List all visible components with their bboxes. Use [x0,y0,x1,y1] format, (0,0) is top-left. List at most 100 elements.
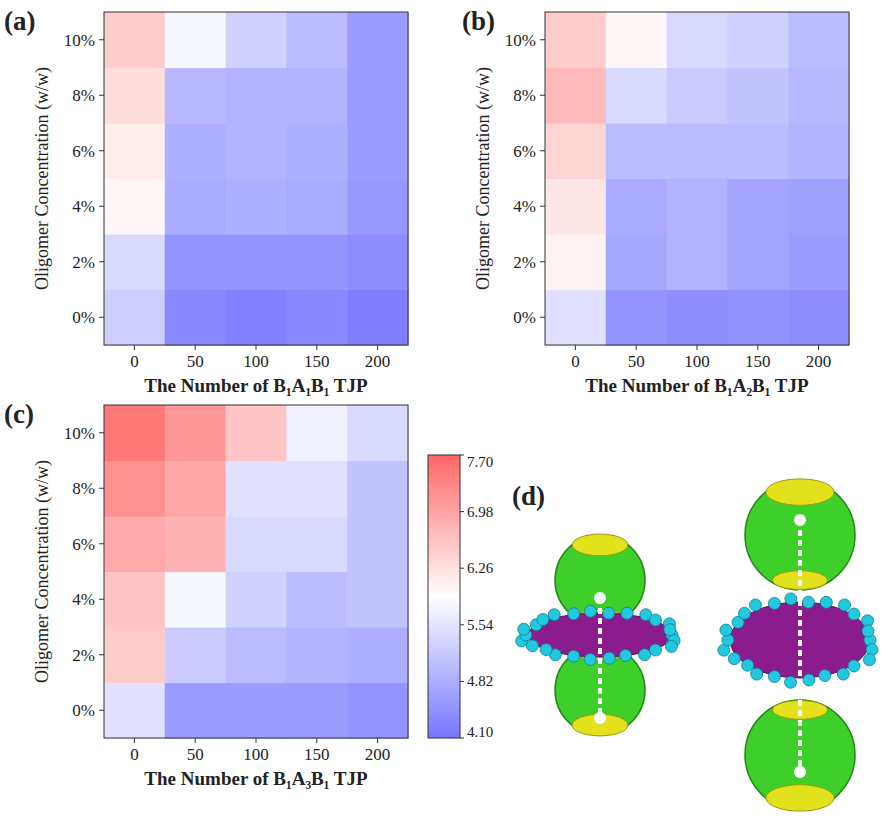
heatmap-cell [667,290,728,346]
y-tick [99,39,104,40]
heatmap-cell [286,516,347,572]
heatmap-cell [727,123,788,179]
polymer-bead [802,596,814,608]
heatmap-cell [347,572,408,628]
x-tick [134,738,135,743]
panel-label: (b) [462,6,495,36]
heatmap-cell [165,179,226,235]
heatmap-cell [667,68,728,124]
y-tick-label: 6% [513,142,536,161]
heatmap-cell [165,461,226,517]
x-tick [316,738,317,743]
y-tick-label: 4% [72,590,95,609]
polymer-bead [568,650,580,662]
heatmap-panel: 0501001502000%2%4%6%8%10%The Number of B… [462,6,850,396]
polymer-bead [785,676,797,688]
colorbar-tick [460,455,464,456]
colorbar: 4.104.825.546.266.987.70 [428,454,494,740]
x-tick-label: 100 [243,352,269,371]
heatmap-cell [104,12,165,68]
heatmap-cell [667,179,728,235]
heatmap-cell [788,234,849,290]
heatmap-cell [104,461,165,517]
x-tick [377,738,378,743]
polymer-bead [742,659,754,671]
y-tick-label: 2% [72,646,95,665]
y-tick-label: 8% [72,479,95,498]
colorbar-tick-label: 4.82 [467,673,493,689]
x-axis-title: The Number of B₁A₁B₁ TJP [144,375,368,396]
heatmap-cell [286,179,347,235]
y-tick [540,150,545,151]
heatmap-cell [788,68,849,124]
heatmap-cell [165,123,226,179]
heatmap-cell [545,234,606,290]
x-tick-label: 100 [684,352,710,371]
polymer-bead [785,593,797,605]
x-axis-title: The Number of B₁A₂B₁ TJP [585,375,809,396]
y-tick [99,543,104,544]
polymer-bead [540,644,552,656]
heatmap-cell [226,234,287,290]
heatmap-cell [347,123,408,179]
heatmap-cell [347,234,408,290]
y-tick-label: 2% [513,253,536,272]
heatmap-cell [545,12,606,68]
y-tick-label: 10% [64,31,95,50]
polymer-bead [603,607,615,619]
heatmap-cell [104,179,165,235]
y-tick-label: 2% [72,253,95,272]
y-tick [99,150,104,151]
x-tick-label: 0 [130,352,139,371]
particle-cap [766,479,834,505]
heatmap-cell [545,290,606,346]
polymer-bead [839,599,851,611]
heatmap-cell [606,123,667,179]
centre-dot [594,592,606,604]
heatmap-cell [286,572,347,628]
heatmap-cell [104,290,165,346]
y-tick [99,710,104,711]
heatmap-cell [727,179,788,235]
particle-cap [572,534,628,556]
y-tick-label: 6% [72,142,95,161]
heatmap-cell [226,123,287,179]
polymer-bead [738,607,750,619]
heatmap-cell [727,68,788,124]
colorbar-tick [460,511,464,512]
heatmap-cell [347,516,408,572]
heatmap-cell [788,123,849,179]
polymer-bead [848,608,860,620]
heatmap-cell [788,179,849,235]
y-axis-title: Oligomer Concentration (w/w) [473,67,494,290]
polymer-bead [768,597,780,609]
x-tick [575,345,576,350]
polymer-bead [639,649,651,661]
heatmap-cell [606,290,667,346]
y-axis-title: Oligomer Concentration (w/w) [32,460,53,683]
x-tick-label: 200 [806,352,832,371]
heatmap-cell [727,12,788,68]
x-tick [697,345,698,350]
y-tick [99,599,104,600]
colorbar-tick [460,568,464,569]
heatmap-cell [104,405,165,461]
heatmap-cell [104,572,165,628]
y-tick [99,206,104,207]
plot-frame [545,12,849,345]
y-tick-label: 4% [513,197,536,216]
x-tick [818,345,819,350]
x-tick [256,345,257,350]
heatmap-cell [104,123,165,179]
x-tick [316,345,317,350]
polymer-bead [537,614,549,626]
polymer-bead [664,624,676,636]
figure: 0501001502000%2%4%6%8%10%The Number of B… [0,0,888,825]
heatmap-cell [104,683,165,739]
heatmap-cell [104,516,165,572]
polymer-bead [585,605,597,617]
heatmap-cell [667,123,728,179]
polymer-bead [621,607,633,619]
polymer-bead [751,668,763,680]
x-tick-label: 0 [571,352,580,371]
